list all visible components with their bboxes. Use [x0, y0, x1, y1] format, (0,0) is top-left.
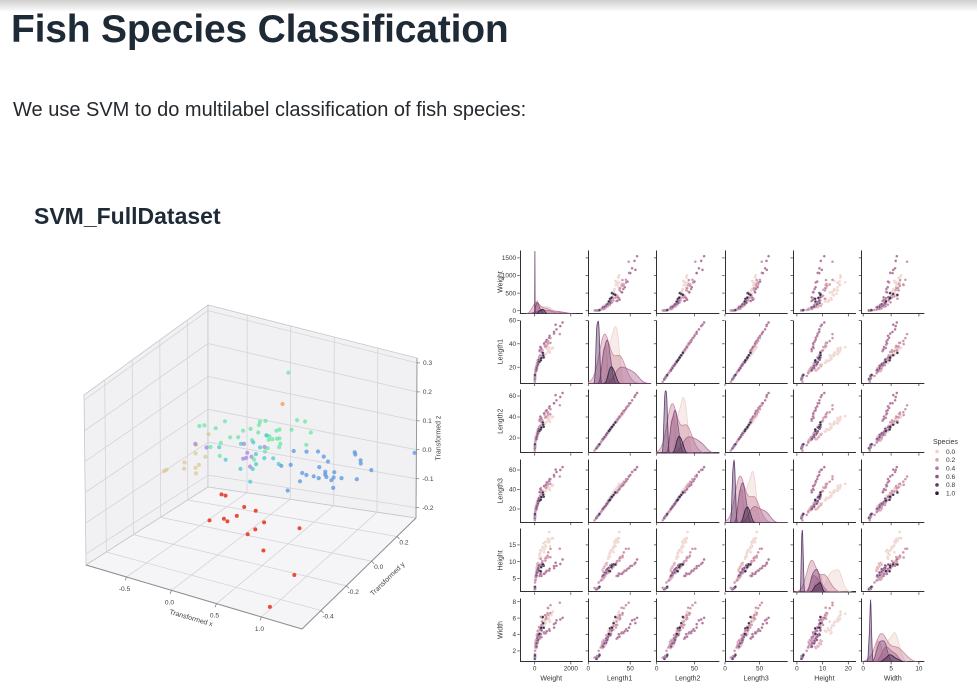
svg-text:0.1: 0.1	[423, 418, 432, 425]
svg-text:20: 20	[509, 435, 517, 442]
svg-text:0.2: 0.2	[399, 540, 408, 547]
svg-text:4: 4	[513, 632, 517, 639]
svg-text:Length1: Length1	[498, 339, 505, 364]
svg-text:Length2: Length2	[675, 676, 700, 683]
svg-text:0: 0	[723, 666, 727, 673]
svg-text:8: 8	[513, 599, 517, 606]
svg-text:10: 10	[509, 559, 517, 566]
svg-text:0.0: 0.0	[165, 599, 174, 606]
svg-text:0: 0	[513, 308, 517, 315]
svg-text:50: 50	[756, 666, 764, 673]
svg-text:0.2: 0.2	[423, 389, 432, 396]
svg-text:2000: 2000	[564, 666, 579, 673]
svg-text:Length2: Length2	[498, 408, 505, 433]
svg-text:Transformed z: Transformed z	[436, 415, 443, 460]
svg-text:Length3: Length3	[743, 676, 768, 683]
svg-text:15: 15	[509, 542, 517, 549]
svg-text:0.3: 0.3	[423, 360, 432, 367]
svg-text:0: 0	[533, 666, 537, 673]
svg-text:-0.2: -0.2	[422, 505, 434, 512]
svg-text:40: 40	[509, 341, 517, 348]
svg-text:1500: 1500	[502, 255, 517, 262]
svg-text:40: 40	[509, 414, 517, 421]
svg-text:Length1: Length1	[607, 676, 632, 683]
svg-text:0: 0	[655, 666, 659, 673]
svg-text:2: 2	[513, 648, 517, 655]
svg-text:40: 40	[509, 487, 517, 494]
svg-text:50: 50	[627, 666, 635, 673]
svg-text:60: 60	[509, 393, 517, 400]
svg-text:5: 5	[513, 576, 517, 583]
svg-text:-0.1: -0.1	[422, 476, 434, 483]
svg-text:0: 0	[587, 666, 591, 673]
svg-text:Weight: Weight	[498, 271, 505, 293]
svg-text:1000: 1000	[502, 273, 517, 280]
svg-text:0.0: 0.0	[422, 447, 431, 454]
svg-text:Transformed x: Transformed x	[168, 609, 213, 629]
svg-text:Length3: Length3	[498, 478, 505, 503]
svg-text:-0.5: -0.5	[119, 586, 131, 593]
svg-text:60: 60	[509, 467, 517, 474]
svg-text:6: 6	[513, 615, 517, 622]
svg-text:500: 500	[505, 290, 516, 297]
svg-text:1.0: 1.0	[255, 626, 264, 633]
svg-text:0.0: 0.0	[374, 564, 383, 571]
svg-text:Height: Height	[498, 550, 505, 570]
svg-text:50: 50	[691, 666, 699, 673]
svg-text:-0.2: -0.2	[348, 589, 360, 596]
svg-text:Weight: Weight	[540, 676, 562, 683]
svg-text:-0.4: -0.4	[322, 614, 334, 621]
svg-text:0.5: 0.5	[210, 613, 219, 620]
svg-text:Width: Width	[498, 621, 505, 639]
svg-text:60: 60	[509, 318, 517, 325]
svg-text:20: 20	[509, 506, 517, 513]
svg-text:20: 20	[509, 364, 517, 371]
